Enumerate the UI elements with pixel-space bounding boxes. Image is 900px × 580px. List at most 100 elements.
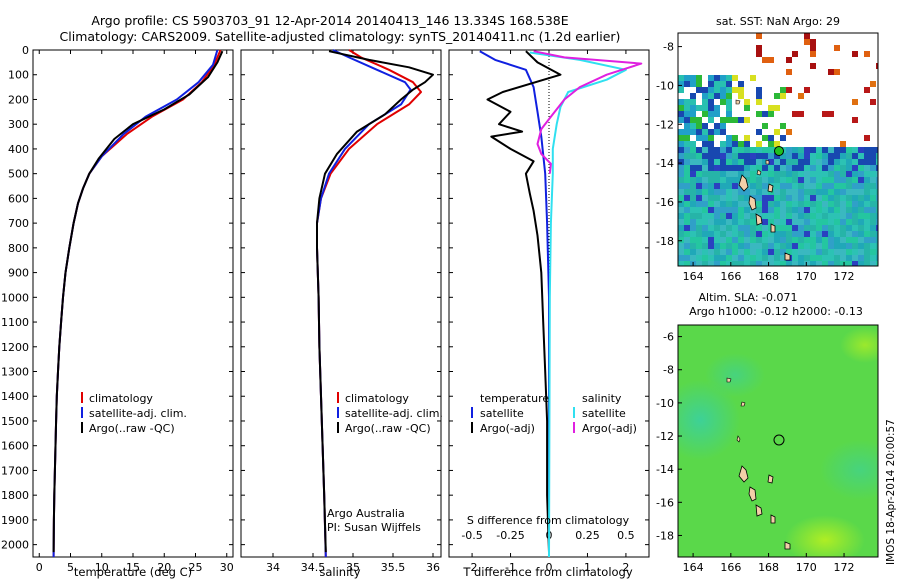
sst-cell	[774, 129, 780, 135]
sst-cell	[774, 141, 780, 147]
sst-cell	[702, 249, 708, 255]
sst-cell	[702, 171, 708, 177]
sst-cell	[714, 87, 720, 93]
sst-cell	[840, 171, 846, 177]
sst-cell	[804, 255, 810, 261]
sst-cell	[690, 213, 696, 219]
sst-cell	[714, 225, 720, 231]
sst-cell	[774, 177, 780, 183]
sst-cell	[708, 237, 714, 243]
sst-cell	[720, 93, 726, 99]
sst-cell	[732, 255, 738, 261]
sst-cell	[864, 207, 870, 213]
sst-cell	[780, 255, 786, 261]
t-difference-label: T difference from climatology	[462, 565, 633, 579]
sst-cell	[822, 201, 828, 207]
depth-tick-label: 1600	[1, 440, 29, 453]
sst-cell	[792, 237, 798, 243]
sst-cell	[726, 75, 732, 81]
sst-cell	[822, 261, 828, 266]
sst-cell	[840, 237, 846, 243]
sst-cell	[852, 177, 858, 183]
sst-cell	[870, 99, 876, 105]
sst-cell	[786, 231, 792, 237]
sst-cell	[876, 261, 878, 266]
sst-cell	[756, 207, 762, 213]
sst-cell	[780, 177, 786, 183]
sst-cell	[768, 57, 774, 63]
sst-cell	[864, 165, 870, 171]
sst-cell	[780, 237, 786, 243]
sst-cell	[762, 189, 768, 195]
figure-title-line2: Climatology: CARS2009. Satellite-adjuste…	[60, 29, 621, 44]
sst-cell	[732, 183, 738, 189]
sst-cell	[750, 171, 756, 177]
map-lat-label: -10	[656, 397, 674, 410]
map-lon-label: 170	[796, 561, 817, 574]
sst-cell	[816, 153, 822, 159]
sst-cell	[810, 63, 816, 69]
sst-cell	[708, 255, 714, 261]
sst-cell	[810, 153, 816, 159]
sst-cell	[876, 153, 878, 159]
sst-cell	[852, 171, 858, 177]
sst-cell	[762, 153, 768, 159]
sst-cell	[774, 225, 780, 231]
sst-cell	[840, 147, 846, 153]
sst-cell	[738, 201, 744, 207]
sst-cell	[756, 249, 762, 255]
sst-cell	[864, 249, 870, 255]
sst-map: sat. SST: NaN Argo: 29	[656, 15, 879, 283]
x-tick-label: 30	[220, 561, 234, 574]
sst-cell	[804, 237, 810, 243]
sst-cell	[840, 213, 846, 219]
sst-cell	[816, 249, 822, 255]
sst-cell	[810, 165, 816, 171]
sst-cell	[762, 177, 768, 183]
sst-cell	[786, 213, 792, 219]
sst-cell	[702, 219, 708, 225]
sst-cell	[744, 117, 750, 123]
depth-tick-label: 1400	[1, 390, 29, 403]
sst-cell	[714, 219, 720, 225]
sst-cell	[870, 177, 876, 183]
sst-cell	[780, 231, 786, 237]
sst-cell	[762, 225, 768, 231]
difference-panel: -2 -1 0 1 2-0.5 -0.25 0 0.25 0.5 S difference fr…	[448, 49, 650, 579]
sst-cell	[678, 153, 684, 159]
sst-cell	[858, 243, 864, 249]
sst-cell	[810, 261, 816, 266]
sst-cell	[756, 159, 762, 165]
depth-tick-label: 1100	[1, 316, 29, 329]
sst-cell	[828, 261, 834, 266]
argo-float-marker	[774, 146, 784, 156]
sst-cell	[858, 183, 864, 189]
sst-cell	[792, 153, 798, 159]
sst-cell	[756, 87, 762, 93]
sst-cell	[732, 207, 738, 213]
sst-cell	[720, 87, 726, 93]
sst-cell	[750, 177, 756, 183]
sst-cell	[768, 237, 774, 243]
sst-cell	[702, 183, 708, 189]
sst-cell	[744, 147, 750, 153]
series-line-t-argo-adj-	[486, 50, 562, 553]
sst-cell	[780, 171, 786, 177]
sst-cell	[696, 249, 702, 255]
sst-cell	[744, 165, 750, 171]
sst-cell	[726, 135, 732, 141]
sst-cell	[822, 195, 828, 201]
sst-cell	[816, 171, 822, 177]
sal-legend-climatology-label: climatology	[345, 392, 409, 405]
sst-cell	[858, 261, 864, 266]
sst-cell	[858, 207, 864, 213]
sst-cell	[738, 225, 744, 231]
sst-cell	[864, 255, 870, 261]
sst-cell	[834, 159, 840, 165]
sst-cell	[810, 231, 816, 237]
sst-cell	[792, 249, 798, 255]
sst-cell	[744, 99, 750, 105]
sst-cell	[708, 165, 714, 171]
sst-cell	[810, 177, 816, 183]
sst-cell	[840, 189, 846, 195]
